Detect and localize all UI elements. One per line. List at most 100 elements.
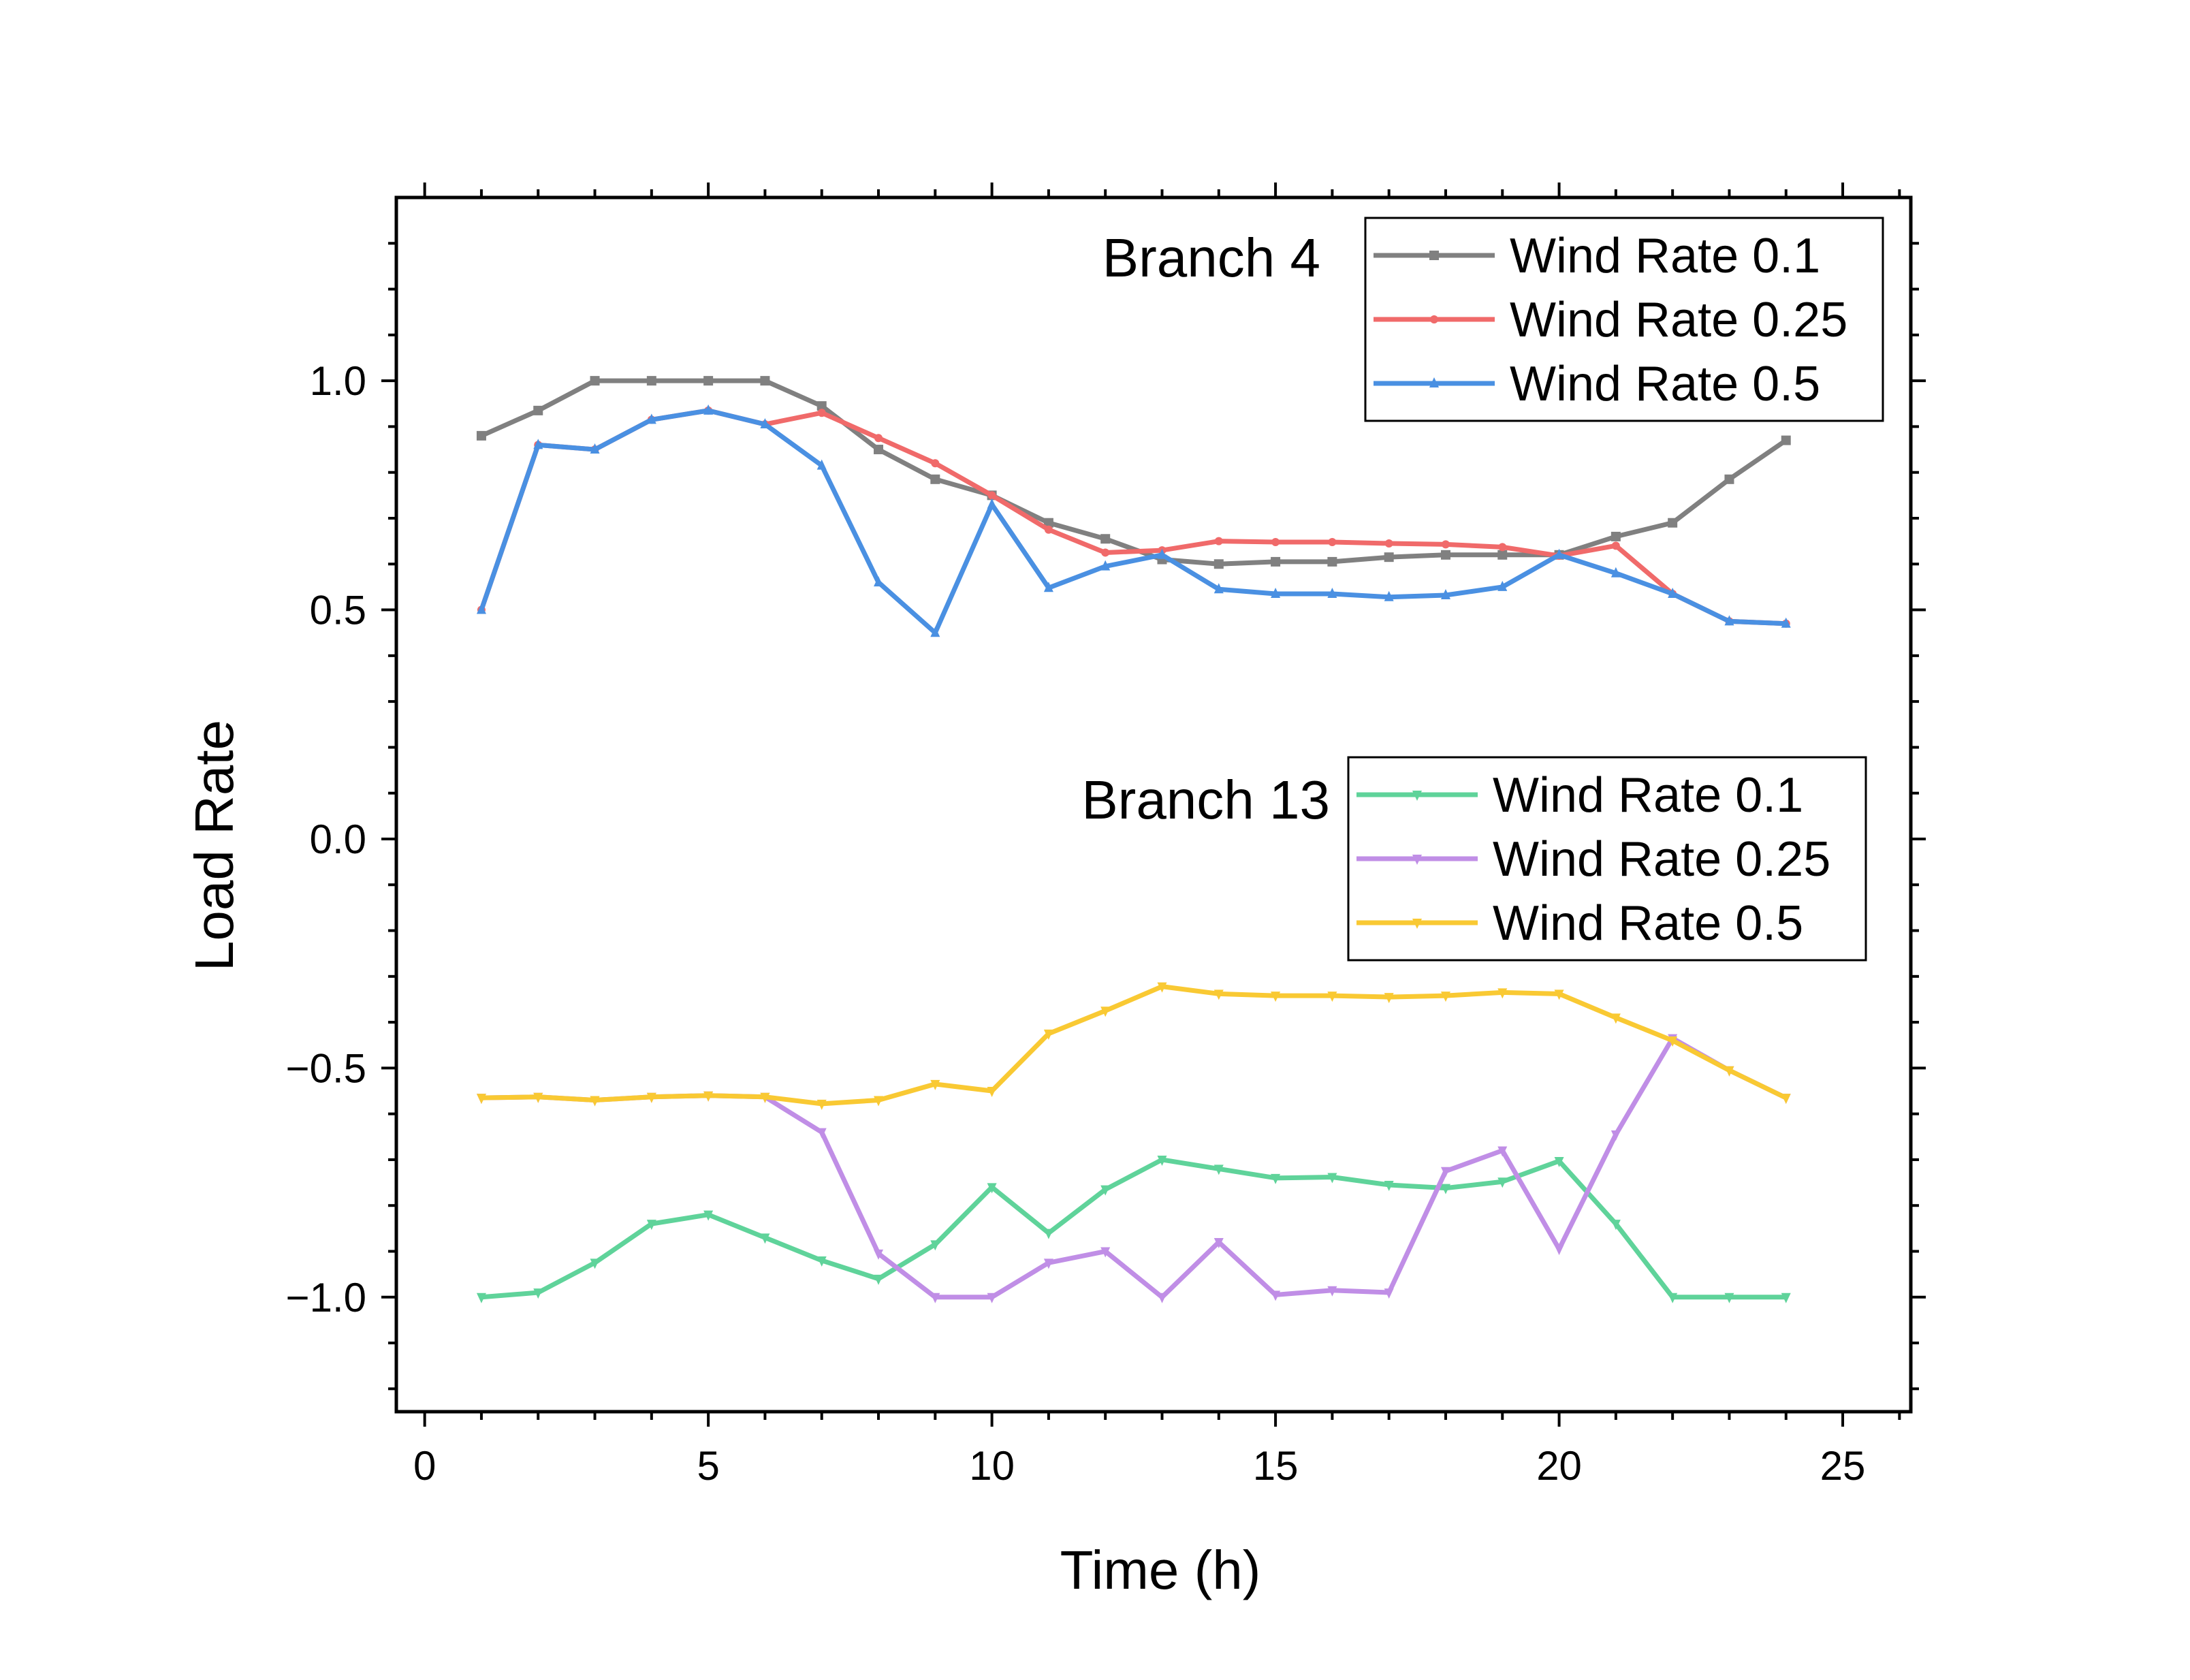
series-line — [481, 984, 1788, 1107]
data-point — [1271, 1290, 1281, 1301]
data-point — [1384, 552, 1394, 562]
legend-label: Wind Rate 0.5 — [1493, 896, 1803, 951]
data-point — [930, 1079, 940, 1090]
data-point — [1044, 525, 1053, 534]
data-point — [1327, 587, 1337, 598]
data-point — [646, 1092, 656, 1103]
data-point — [1440, 1184, 1450, 1194]
data-point — [1781, 1293, 1791, 1303]
legend: Wind Rate 0.1 Wind Rate 0.25 Wind Rate 0.5 — [1347, 756, 1867, 962]
data-point — [646, 1220, 656, 1231]
data-point — [1610, 1013, 1621, 1024]
x-tick-label: 20 — [1536, 1443, 1582, 1489]
x-tick-label: 10 — [969, 1443, 1015, 1489]
data-point — [1157, 548, 1167, 559]
data-point — [1497, 1177, 1508, 1188]
data-point — [1497, 1146, 1508, 1157]
data-point — [1781, 435, 1791, 445]
data-point — [1440, 1167, 1450, 1177]
data-point — [1554, 989, 1564, 1000]
data-point — [1157, 1155, 1167, 1166]
legend-item: Wind Rate 0.25 — [1374, 293, 1847, 347]
plot-frame — [394, 195, 1913, 1414]
data-point — [1384, 993, 1394, 1004]
data-point — [874, 1274, 884, 1285]
data-point — [1100, 534, 1111, 544]
data-point — [816, 1099, 827, 1110]
data-point — [1441, 540, 1450, 549]
y-axis-title: Load Rate — [184, 720, 244, 971]
y-tick-label: 0.5 — [310, 588, 366, 633]
data-point — [476, 1293, 486, 1303]
x-tick-label: 0 — [413, 1443, 436, 1489]
data-point — [816, 1256, 827, 1267]
data-point — [1724, 1293, 1734, 1303]
data-point — [476, 603, 486, 614]
data-point — [930, 627, 940, 637]
data-point — [1100, 1185, 1111, 1196]
data-point — [703, 1091, 714, 1102]
data-point — [760, 1233, 770, 1244]
data-point — [1440, 589, 1450, 600]
data-point — [1327, 1286, 1337, 1297]
data-point — [1412, 855, 1422, 865]
data-point — [1100, 560, 1111, 571]
legend-label: Wind Rate 0.25 — [1510, 293, 1847, 347]
data-point — [1429, 251, 1439, 260]
data-point — [646, 413, 656, 424]
data-point — [930, 1293, 940, 1303]
data-point — [1781, 617, 1791, 628]
x-tick-label: 25 — [1820, 1443, 1866, 1489]
data-point — [1043, 582, 1053, 592]
legend: Wind Rate 0.1 Wind Rate 0.25 Wind Rate 0.5 — [1364, 217, 1884, 422]
data-point — [1668, 1036, 1678, 1047]
data-point — [874, 576, 884, 587]
data-point — [1440, 550, 1450, 560]
data-point — [703, 404, 714, 415]
data-point — [1157, 1293, 1167, 1303]
data-point — [760, 376, 770, 386]
data-point — [816, 459, 827, 470]
data-point — [1101, 548, 1110, 557]
y-tick-label: −1.0 — [286, 1275, 366, 1320]
data-point — [1724, 1066, 1734, 1077]
series-line — [481, 1036, 1788, 1300]
legend-item: Wind Rate 0.25 — [1356, 832, 1830, 887]
data-point — [1271, 537, 1280, 546]
y-tick-label: 1.0 — [310, 358, 366, 404]
data-point — [930, 1240, 940, 1251]
x-axis-title: Time (h) — [1060, 1540, 1261, 1600]
data-point — [590, 1258, 600, 1269]
series-wind-rate-0_25 — [477, 406, 1790, 628]
data-point — [1327, 992, 1337, 1002]
data-point — [987, 498, 997, 509]
data-point — [987, 1293, 997, 1303]
data-point — [1430, 315, 1438, 323]
data-point — [987, 1183, 997, 1194]
data-point — [930, 474, 940, 484]
data-point — [1043, 1258, 1053, 1269]
data-point — [1271, 992, 1281, 1002]
data-point — [1213, 1164, 1224, 1175]
series-wind-rate-0_1 — [476, 1155, 1791, 1303]
data-point — [1214, 537, 1223, 545]
data-point — [1384, 539, 1393, 548]
data-point — [1271, 587, 1281, 598]
data-point — [1384, 1288, 1394, 1299]
legend-item: Wind Rate 0.1 — [1356, 768, 1803, 823]
data-point — [703, 1210, 714, 1221]
data-point — [760, 1092, 770, 1103]
series-wind-rate-0_5 — [476, 982, 1791, 1110]
data-point — [1328, 537, 1337, 546]
data-point — [1327, 556, 1337, 567]
data-point — [1384, 590, 1394, 601]
data-point — [987, 1087, 997, 1098]
branch-label: Branch 13 — [1081, 770, 1330, 830]
data-point — [1611, 541, 1620, 550]
data-point — [1610, 567, 1621, 577]
data-point — [476, 1094, 486, 1105]
branch-label: Branch 4 — [1102, 227, 1320, 288]
data-point — [590, 443, 600, 454]
data-point — [1610, 531, 1621, 541]
legend-label: Wind Rate 0.1 — [1510, 229, 1820, 283]
